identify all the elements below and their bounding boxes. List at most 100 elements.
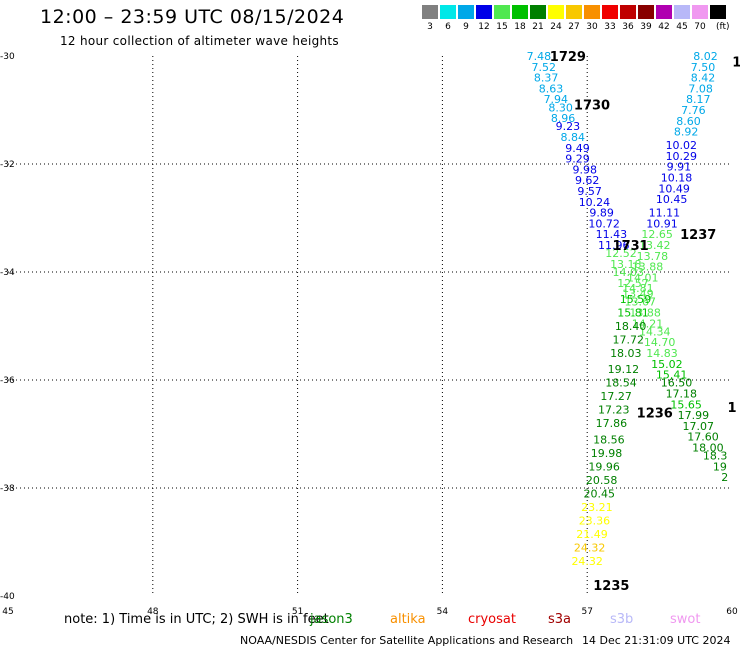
color-scale-swatch	[494, 5, 510, 19]
wave-height-label: 18.03	[610, 347, 642, 360]
wave-height-label: 13.88	[632, 261, 664, 274]
color-scale-swatch	[692, 5, 708, 19]
wave-height-label: 20.58	[586, 474, 618, 487]
wave-height-label: 17.86	[596, 417, 628, 430]
track-time-label: 1730	[574, 99, 610, 114]
wave-height-label: 17.18	[666, 388, 698, 401]
wave-height-label: 9.49	[565, 142, 590, 155]
wave-height-label: 11.96	[598, 239, 630, 252]
wave-height-label: 7.50	[691, 61, 716, 74]
wave-height-label: 13.88	[629, 307, 661, 320]
wave-height-label: 10.02	[666, 139, 698, 152]
track-time-label: 1731	[613, 239, 649, 254]
mission-s3b: s3b	[610, 612, 634, 627]
color-scale-label: 9	[463, 22, 469, 32]
wave-height-label: 8.17	[686, 93, 711, 106]
wave-height-label: 18.56	[593, 433, 625, 446]
wave-height-label: 16.50	[661, 377, 693, 390]
wave-height-label: 14.34	[639, 325, 671, 338]
wave-height-label: 15.81	[617, 307, 649, 320]
wave-height-label: 8.84	[560, 131, 585, 144]
x-tick-label: 60	[726, 607, 738, 617]
footer-note: note: 1) Time is in UTC; 2) SWH is in fe…	[64, 612, 329, 627]
color-scale-label: 21	[532, 22, 544, 32]
wave-height-label: 19.96	[588, 460, 620, 473]
wave-height-label: 14.83	[646, 347, 678, 360]
color-scale-unit: (ft)	[716, 22, 730, 32]
wave-height-label: 2	[721, 471, 728, 484]
wave-height-label: 7.08	[688, 82, 713, 95]
wave-height-label: 24.32	[571, 555, 603, 568]
wave-height-label: 8.37	[534, 72, 559, 85]
wave-height-label: 10.72	[588, 217, 620, 230]
wave-height-label: 13.18	[610, 258, 642, 271]
y-tick-label: -30	[0, 52, 15, 62]
color-scale-label: 36	[622, 22, 634, 32]
wave-height-label: 10.91	[646, 217, 678, 230]
generation-timestamp: 14 Dec 21:31:09 UTC 2024	[582, 634, 731, 647]
wave-height-label: 15.02	[651, 358, 683, 371]
color-scale-label: 27	[568, 22, 580, 32]
wave-height-label: 19.12	[608, 363, 640, 376]
wave-height-label: 8.63	[539, 82, 564, 95]
wave-height-label: 21.49	[576, 528, 608, 541]
wave-height-label: 9.57	[577, 185, 602, 198]
track-time-label: 1729	[550, 50, 586, 65]
mission-s3a: s3a	[548, 612, 572, 627]
wave-height-label: 18.40	[615, 320, 647, 333]
y-tick-label: -34	[0, 268, 15, 278]
wave-height-label: 10.18	[661, 172, 693, 185]
y-tick-label: -32	[0, 160, 15, 170]
wave-height-label: 19.98	[591, 447, 623, 460]
wave-height-label: 14.21	[632, 317, 664, 330]
color-scale-swatch	[584, 5, 600, 19]
wave-height-label: 18.54	[605, 377, 637, 390]
track-time-label: 1236	[637, 406, 673, 421]
wave-height-label: 9.91	[667, 161, 692, 174]
color-scale-label: 6	[445, 22, 451, 32]
wave-height-label: 20.45	[584, 487, 616, 500]
wave-height-label: 10.24	[579, 196, 611, 209]
wave-height-label: 15.65	[670, 398, 702, 411]
color-scale-label: 39	[640, 22, 652, 32]
color-scale-swatch	[440, 5, 456, 19]
wave-height-label: 8.96	[551, 112, 576, 125]
color-scale-label: 42	[658, 22, 670, 32]
wave-height-label: 23.21	[581, 501, 613, 514]
mission-swot: swot	[670, 612, 701, 627]
color-scale-swatch	[710, 5, 726, 19]
wave-height-label: 8.30	[548, 101, 573, 114]
x-tick-label: 48	[147, 607, 159, 617]
wave-height-label: 7.52	[532, 61, 557, 74]
color-scale-swatch	[548, 5, 564, 19]
wave-height-label: 17.72	[612, 334, 644, 347]
wave-height-label: 9.23	[556, 120, 581, 133]
y-tick-label: -38	[0, 484, 15, 494]
wave-height-label: 13.78	[637, 250, 669, 263]
wave-height-label: 9.62	[575, 174, 600, 187]
color-scale-label: 15	[496, 22, 508, 32]
color-scale-swatch	[674, 5, 690, 19]
color-scale-label: 3	[427, 22, 433, 32]
color-scale-label: 18	[514, 22, 526, 32]
wave-height-label: 19	[713, 460, 727, 473]
wave-height-label: 15.59	[620, 293, 652, 306]
wave-height-label: 10.49	[658, 182, 690, 195]
wave-height-label: 12.57	[617, 277, 649, 290]
color-scale-swatch	[638, 5, 654, 19]
wave-height-label: 12.65	[641, 228, 673, 241]
wave-height-label: 8.02	[693, 50, 718, 63]
x-tick-label: 57	[581, 607, 592, 617]
wave-height-label: 8.60	[676, 115, 701, 128]
wave-height-label: 8.42	[691, 72, 716, 85]
wave-height-label: 9.89	[589, 207, 614, 220]
wave-height-label: 17.99	[678, 409, 710, 422]
wave-height-label: 17.27	[600, 390, 632, 403]
color-scale-swatch	[566, 5, 582, 19]
wave-height-label: 11.43	[596, 228, 628, 241]
color-scale-swatch	[620, 5, 636, 19]
wave-height-label: 14.03	[612, 266, 644, 279]
wave-height-label: 7.94	[544, 93, 569, 106]
color-scale-swatch	[656, 5, 672, 19]
